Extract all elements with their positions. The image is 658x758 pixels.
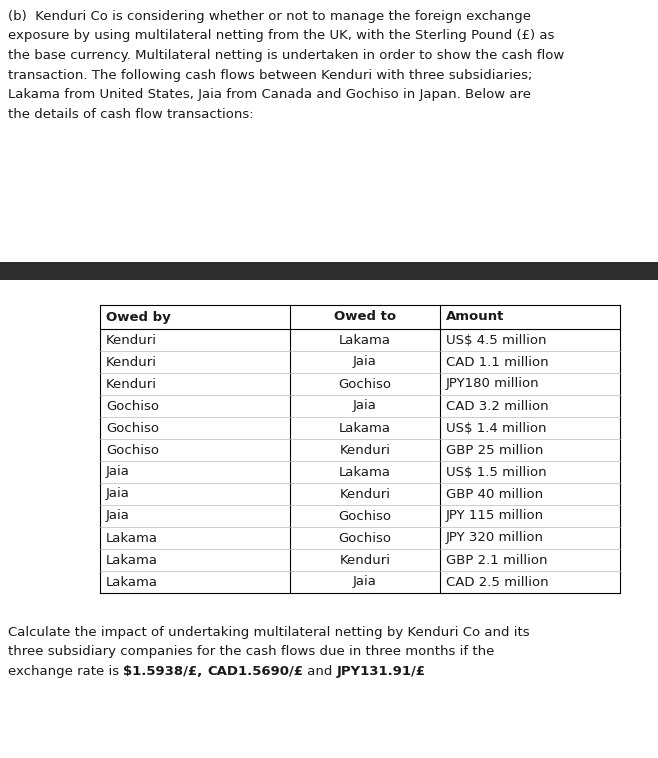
Text: CAD 3.2 million: CAD 3.2 million: [446, 399, 549, 412]
Text: Lakama: Lakama: [339, 421, 391, 434]
Text: Jaia: Jaia: [353, 575, 377, 588]
Text: transaction. The following cash flows between Kenduri with three subsidiaries;: transaction. The following cash flows be…: [8, 68, 532, 82]
Text: Gochiso: Gochiso: [338, 377, 392, 390]
Text: Kenduri: Kenduri: [106, 377, 157, 390]
Text: Kenduri: Kenduri: [106, 334, 157, 346]
Text: Gochiso: Gochiso: [106, 421, 159, 434]
Text: Jaia: Jaia: [353, 399, 377, 412]
Text: Gochiso: Gochiso: [106, 399, 159, 412]
Text: (b)  Kenduri Co is considering whether or not to manage the foreign exchange: (b) Kenduri Co is considering whether or…: [8, 10, 531, 23]
Text: the details of cash flow transactions:: the details of cash flow transactions:: [8, 108, 253, 121]
Text: Calculate the impact of undertaking multilateral netting by Kenduri Co and its: Calculate the impact of undertaking mult…: [8, 626, 530, 639]
Text: Owed to: Owed to: [334, 311, 396, 324]
Text: three subsidiary companies for the cash flows due in three months if the: three subsidiary companies for the cash …: [8, 646, 494, 659]
Text: Kenduri: Kenduri: [106, 356, 157, 368]
Text: Lakama: Lakama: [106, 553, 158, 566]
Text: exchange rate is: exchange rate is: [8, 665, 124, 678]
Text: US$ 1.4 million: US$ 1.4 million: [446, 421, 547, 434]
Text: Lakama: Lakama: [339, 465, 391, 478]
Text: and: and: [303, 665, 336, 678]
Text: Kenduri: Kenduri: [340, 443, 390, 456]
Text: US$ 4.5 million: US$ 4.5 million: [446, 334, 547, 346]
Bar: [0, 262, 658, 280]
Text: Owed by: Owed by: [106, 311, 170, 324]
Text: CAD1.5690/£: CAD1.5690/£: [207, 665, 303, 678]
Text: Jaia: Jaia: [106, 465, 130, 478]
Text: Lakama from United States, Jaia from Canada and Gochiso in Japan. Below are: Lakama from United States, Jaia from Can…: [8, 88, 531, 101]
Text: Lakama: Lakama: [106, 575, 158, 588]
Text: GBP 2.1 million: GBP 2.1 million: [446, 553, 547, 566]
Text: Jaia: Jaia: [353, 356, 377, 368]
Text: exposure by using multilateral netting from the UK, with the Sterling Pound (£) : exposure by using multilateral netting f…: [8, 30, 555, 42]
Text: Kenduri: Kenduri: [340, 487, 390, 500]
Text: Jaia: Jaia: [106, 509, 130, 522]
Text: GBP 25 million: GBP 25 million: [446, 443, 544, 456]
Text: CAD 2.5 million: CAD 2.5 million: [446, 575, 549, 588]
Text: $1.5938/£,: $1.5938/£,: [123, 665, 203, 678]
Text: Jaia: Jaia: [106, 487, 130, 500]
Text: Gochiso: Gochiso: [106, 443, 159, 456]
Text: JPY131.91/£: JPY131.91/£: [336, 665, 426, 678]
Text: JPY180 million: JPY180 million: [446, 377, 540, 390]
Text: JPY 320 million: JPY 320 million: [446, 531, 544, 544]
Text: JPY 115 million: JPY 115 million: [446, 509, 544, 522]
Text: Amount: Amount: [446, 311, 505, 324]
Text: Lakama: Lakama: [339, 334, 391, 346]
Text: US$ 1.5 million: US$ 1.5 million: [446, 465, 547, 478]
Text: Lakama: Lakama: [106, 531, 158, 544]
Text: CAD 1.1 million: CAD 1.1 million: [446, 356, 549, 368]
Text: Gochiso: Gochiso: [338, 509, 392, 522]
Text: the base currency. Multilateral netting is undertaken in order to show the cash : the base currency. Multilateral netting …: [8, 49, 565, 62]
Text: Gochiso: Gochiso: [338, 531, 392, 544]
Text: GBP 40 million: GBP 40 million: [446, 487, 543, 500]
Text: Kenduri: Kenduri: [340, 553, 390, 566]
